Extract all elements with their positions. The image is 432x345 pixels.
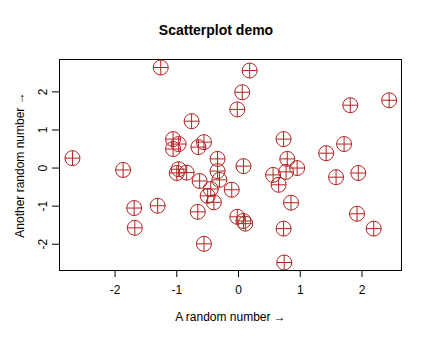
svg-text:0: 0 <box>235 283 242 297</box>
svg-text:0: 0 <box>36 164 50 171</box>
svg-text:1: 1 <box>297 283 304 297</box>
html-text:Scatterplot demo: Scatterplot demo <box>158 22 274 38</box>
svg-text:Another random number →: Another random number → <box>13 92 27 237</box>
svg-text:2: 2 <box>36 88 50 95</box>
svg-text:-1: -1 <box>171 283 182 297</box>
svg-text:-2: -2 <box>110 283 121 297</box>
svg-text:2: 2 <box>359 283 366 297</box>
svg-text:1: 1 <box>36 126 50 133</box>
svg-text:A random number →: A random number → <box>175 310 286 324</box>
svg-text:-1: -1 <box>36 200 50 211</box>
svg-text:-2: -2 <box>36 239 50 250</box>
